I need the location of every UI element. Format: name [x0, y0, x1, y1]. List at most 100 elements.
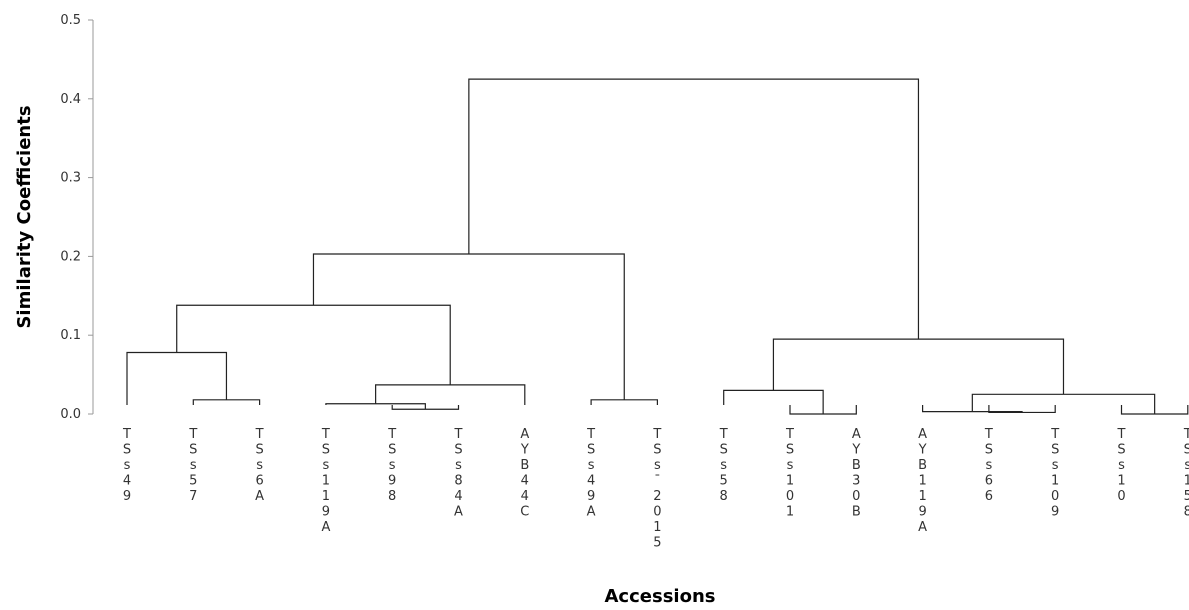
leaf-label-char: 9 — [587, 489, 595, 504]
leaf-label-char: 5 — [653, 536, 661, 551]
leaf-label-char: 8 — [388, 489, 396, 504]
leaf-label-char: s — [1118, 458, 1125, 473]
leaf-label-char: S — [1184, 443, 1189, 458]
leaf-label-char: Y — [851, 443, 860, 458]
leaf-label-char: S — [653, 443, 661, 458]
leaf-label-char: 6 — [985, 474, 993, 489]
dendrogram-links — [126, 78, 1189, 415]
y-tick-label: 0.0 — [60, 407, 81, 422]
leaf-label-char: S — [1117, 443, 1125, 458]
leaf-label-char: 1 — [918, 489, 926, 504]
leaf-label-char: s — [720, 458, 727, 473]
y-tick-label: 0.5 — [60, 13, 81, 28]
leaf-label-char: S — [985, 443, 993, 458]
leaf-label-char: 9 — [322, 505, 330, 520]
leaf-label-char: s — [389, 458, 396, 473]
dendrogram-link — [723, 389, 824, 414]
leaf-label-char: S — [720, 443, 728, 458]
y-tick-label: 0.3 — [60, 171, 81, 186]
leaf-label-char: 1 — [1117, 474, 1125, 489]
leaf-label-char: s — [455, 458, 462, 473]
leaf-label-char: s — [256, 458, 263, 473]
leaf-label-char: A — [520, 427, 529, 442]
leaf-label-char: B — [918, 458, 927, 473]
leaf-label-char: S — [388, 443, 396, 458]
leaf-label-char: T — [719, 427, 728, 442]
leaf-label-char: 0 — [1051, 489, 1059, 504]
leaf-label-char: A — [255, 489, 264, 504]
dendrogram-link — [126, 351, 228, 405]
leaf-label-char: 3 — [852, 474, 860, 489]
leaf-label-char: T — [586, 427, 595, 442]
leaf-label-char: T — [1050, 427, 1059, 442]
leaf-label-char: 1 — [1051, 474, 1059, 489]
leaf-label-char: s — [323, 458, 330, 473]
leaf-label-char: S — [1051, 443, 1059, 458]
leaf-label-char: T — [1183, 427, 1189, 442]
leaf-label-char: T — [1117, 427, 1126, 442]
dendrogram-link — [176, 304, 451, 385]
dendrogram-link — [468, 78, 920, 340]
leaf-label-char: A — [321, 520, 330, 535]
leaf-label-char: S — [454, 443, 462, 458]
leaf-label-char: S — [322, 443, 330, 458]
leaf-label-char: B — [520, 458, 529, 473]
leaf-label-char: 7 — [189, 489, 197, 504]
leaf-label-char: 0 — [852, 489, 860, 504]
leaf-label-char: A — [918, 427, 927, 442]
leaf-label-char: S — [587, 443, 595, 458]
leaf-label-char: 5 — [720, 474, 728, 489]
leaf-label-char: T — [255, 427, 264, 442]
leaf-label-char: S — [189, 443, 197, 458]
leaf-label-char: T — [785, 427, 794, 442]
leaf-label-char: T — [387, 427, 396, 442]
leaf-label-char: 9 — [1051, 505, 1059, 520]
leaf-label-char: 0 — [786, 489, 794, 504]
leaf-label-char: s — [1184, 458, 1189, 473]
leaf-label-char: Y — [918, 443, 927, 458]
leaf-label-char: T — [321, 427, 330, 442]
leaf-label-char: 1 — [918, 474, 926, 489]
y-tick-label: 0.1 — [60, 328, 81, 343]
leaf-label-char: T — [652, 427, 661, 442]
leaf-label-char: Y — [520, 443, 529, 458]
x-axis-title: Accessions — [605, 586, 716, 605]
leaf-label-char: s — [190, 458, 197, 473]
dendrogram-link — [192, 399, 261, 405]
leaf-label-char: s — [124, 458, 131, 473]
leaf-label-char: A — [918, 520, 927, 535]
leaf-label-char: A — [454, 505, 463, 520]
leaf-label-char: s — [588, 458, 595, 473]
leaf-label-char: 9 — [123, 489, 131, 504]
leaf-label-char: 0 — [1117, 489, 1125, 504]
y-tick-label: 0.4 — [60, 92, 81, 107]
leaf-label-char: s — [654, 458, 661, 473]
leaf-label-char: S — [786, 443, 794, 458]
dendrogram-link — [772, 338, 1065, 395]
leaf-label-char: 8 — [720, 489, 728, 504]
leaf-label-char: 6 — [255, 474, 263, 489]
leaf-label-char: 1 — [1184, 474, 1189, 489]
leaf-label-char: 1 — [322, 489, 330, 504]
leaf-label-char: T — [188, 427, 197, 442]
leaf-label-char: 1 — [786, 505, 794, 520]
y-tick-label: 0.2 — [60, 249, 81, 264]
leaf-label-char: 8 — [454, 474, 462, 489]
leaf-label-char: 1 — [653, 520, 661, 535]
leaf-label-char: A — [587, 505, 596, 520]
leaf-label-char: 9 — [388, 474, 396, 489]
leaf-label-char: C — [520, 505, 529, 520]
